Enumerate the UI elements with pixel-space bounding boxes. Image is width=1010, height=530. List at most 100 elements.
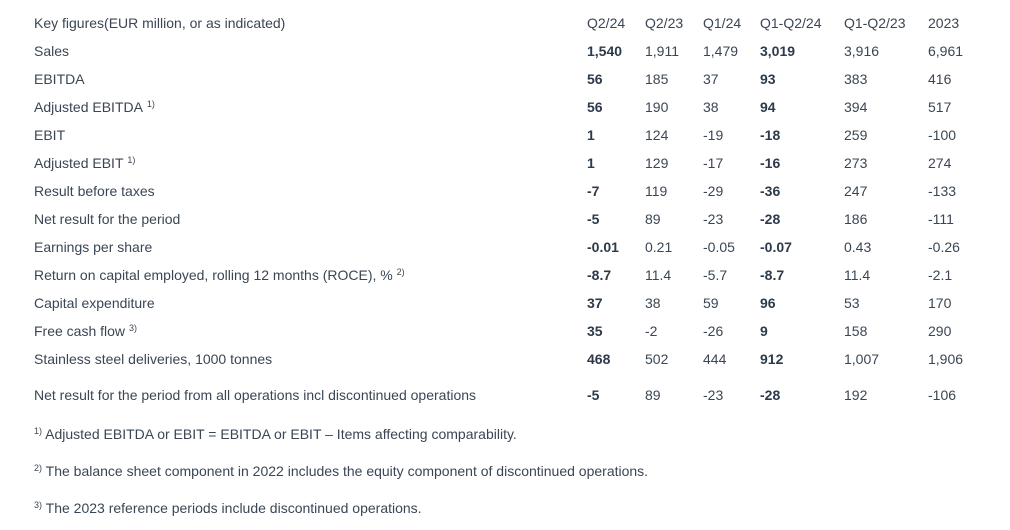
table-row: Return on capital employed, rolling 12 m… (0, 263, 1010, 287)
value-cell: -0.07 (760, 239, 792, 255)
value-cell: -133 (928, 183, 957, 199)
value-cell: 124 (645, 127, 669, 143)
value-cell: -17 (703, 155, 724, 171)
value-cell: 1,911 (645, 43, 679, 59)
footnote: 2) The balance sheet component in 2022 i… (34, 461, 648, 483)
footnote-mark: 3) (34, 500, 43, 510)
value-cell: 247 (844, 183, 868, 199)
footnote-ref: 3) (128, 323, 137, 333)
row-label: Return on capital employed, rolling 12 m… (34, 263, 405, 289)
value-cell: 53 (844, 295, 860, 311)
value-cell: 37 (703, 71, 719, 87)
value-cell: 38 (703, 99, 719, 115)
row-label-text: Net result for the period (34, 211, 181, 227)
value-cell: 444 (703, 351, 727, 367)
value-cell: -28 (760, 211, 781, 227)
row-label-text: Result before taxes (34, 183, 155, 199)
row-label-text: Return on capital employed, rolling 12 m… (34, 267, 393, 283)
value-cell: 96 (760, 295, 776, 311)
value-cell: 89 (645, 387, 661, 403)
value-cell: 56 (587, 71, 603, 87)
col-header-q1-q2-23: Q1-Q2/23 (844, 15, 906, 31)
value-cell: 1 (587, 127, 595, 143)
row-label: Net result for the period (34, 207, 180, 231)
row-label: Capital expenditure (34, 291, 155, 315)
value-cell: 6,961 (928, 43, 964, 59)
table-row: Sales 1,540 1,911 1,479 3,019 3,916 6,961 (0, 39, 1010, 63)
value-cell: 11.4 (844, 267, 871, 283)
value-cell: 170 (928, 295, 952, 311)
row-label-text: Stainless steel deliveries, 1000 tonnes (34, 351, 273, 367)
row-label: Adjusted EBIT 1) (34, 151, 135, 177)
row-label-text: Adjusted EBITDA (34, 99, 143, 115)
value-cell: 0.43 (844, 239, 872, 255)
value-cell: 3,916 (844, 43, 880, 59)
row-label-text: Free cash flow (34, 323, 126, 339)
footnote: 1) Adjusted EBITDA or EBIT = EBITDA or E… (34, 424, 517, 446)
value-cell: -2.1 (928, 267, 953, 283)
value-cell: 468 (587, 351, 611, 367)
value-cell: 517 (928, 99, 952, 115)
value-cell: 1,540 (587, 43, 623, 59)
footnote-text: The balance sheet component in 2022 incl… (45, 463, 649, 479)
value-cell: 9 (760, 323, 768, 339)
col-header-q1-24: Q1/24 (703, 15, 742, 31)
value-cell: -36 (760, 183, 781, 199)
value-cell: 259 (844, 127, 868, 143)
footnote-text: Adjusted EBITDA or EBIT = EBITDA or EBIT… (45, 426, 517, 442)
value-cell: 89 (645, 211, 661, 227)
table-row: Result before taxes -7 119 -29 -36 247 -133 (0, 179, 1010, 203)
table-row: Stainless steel deliveries, 1000 tonnes 4… (0, 347, 1010, 371)
col-header-q2-24: Q2/24 (587, 15, 626, 31)
value-cell: 93 (760, 71, 776, 87)
value-cell: -16 (760, 155, 781, 171)
value-cell: 129 (645, 155, 669, 171)
row-label: Adjusted EBITDA 1) (34, 95, 155, 121)
value-cell: -7 (587, 183, 600, 199)
value-cell: 56 (587, 99, 603, 115)
footnote-mark: 2) (34, 463, 43, 473)
value-cell: 192 (844, 387, 868, 403)
table-row: Net result for the period -5 89 -23 -28 186 -1… (0, 207, 1010, 231)
row-label-text: Earnings per share (34, 239, 153, 255)
value-cell: 190 (645, 99, 669, 115)
row-label: Stainless steel deliveries, 1000 tonnes (34, 347, 272, 371)
row-label-text: EBIT (34, 127, 66, 143)
value-cell: -106 (928, 387, 957, 403)
value-cell: 1 (587, 155, 595, 171)
value-cell: -26 (703, 323, 724, 339)
value-cell: -5.7 (703, 267, 728, 283)
value-cell: -19 (703, 127, 724, 143)
value-cell: 37 (587, 295, 603, 311)
footnote-ref: 1) (146, 99, 155, 109)
value-cell: 1,906 (928, 351, 964, 367)
footnote: 3) The 2023 reference periods include di… (34, 498, 422, 520)
value-cell: 11.4 (645, 267, 672, 283)
row-label-text: EBITDA (34, 71, 85, 87)
col-header-q1-q2-24: Q1-Q2/24 (760, 15, 822, 31)
value-cell: 38 (645, 295, 661, 311)
value-cell: 416 (928, 71, 952, 87)
footnote-ref: 2) (396, 267, 405, 277)
table-row: Free cash flow 3) 35 -2 -26 9 158 290 (0, 319, 1010, 343)
row-label-text: Capital expenditure (34, 295, 155, 311)
value-cell: 274 (928, 155, 952, 171)
table-header-row: Key figures(EUR million, or as indicated… (0, 11, 1010, 35)
value-cell: 383 (844, 71, 868, 87)
footnote-mark: 1) (34, 426, 43, 436)
value-cell: 35 (587, 323, 603, 339)
value-cell: 290 (928, 323, 952, 339)
value-cell: 0.21 (645, 239, 673, 255)
value-cell: -8.7 (587, 267, 612, 283)
value-cell: -5 (587, 211, 600, 227)
value-cell: 94 (760, 99, 776, 115)
value-cell: -2 (645, 323, 658, 339)
value-cell: 185 (645, 71, 669, 87)
col-header-2023: 2023 (928, 15, 960, 31)
row-label: Earnings per share (34, 235, 152, 259)
row-label-text: Adjusted EBIT (34, 155, 124, 171)
value-cell: -111 (928, 211, 954, 227)
col-header-q2-23: Q2/23 (645, 15, 684, 31)
value-cell: -29 (703, 183, 724, 199)
value-cell: 1,007 (844, 351, 880, 367)
